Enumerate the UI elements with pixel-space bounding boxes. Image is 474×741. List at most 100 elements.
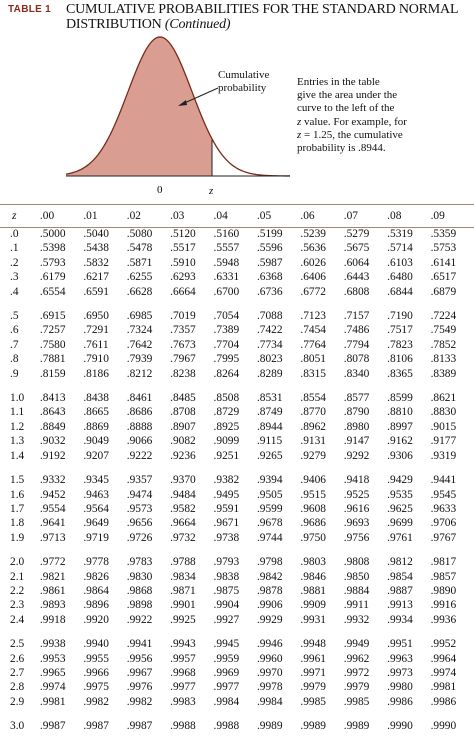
group-spacer [10, 381, 474, 391]
probability-cell: .5948 [213, 256, 240, 269]
description-line-5: z = 1.25, the cumulative [297, 129, 447, 142]
table-row: 2.6 .9953 .9955 .9956 .9957 .9959 .9960 .9961 .9… [10, 652, 474, 666]
probability-cell: .9767 [430, 531, 457, 544]
probability-cell: .9878 [256, 584, 283, 597]
probability-cell: .9964 [430, 652, 457, 665]
probability-cell: .9732 [170, 531, 196, 544]
probability-cell: .9911 [343, 599, 369, 612]
probability-cell: .6368 [256, 271, 283, 284]
probability-cell: .8869 [83, 420, 109, 433]
probability-cell: .9515 [300, 488, 326, 501]
probability-cell: .9699 [387, 517, 413, 530]
table-row: .4 .6554 .6591 .6628 .6664 .6700 .6736 .6772 .68… [10, 285, 474, 299]
probability-cell: .7422 [256, 324, 283, 337]
z-value-cell: .8 [10, 353, 19, 366]
description-line-6: probability is .8944. [297, 142, 386, 155]
probability-cell: .9871 [170, 584, 196, 597]
probability-cell: .5239 [300, 228, 326, 240]
probability-cell: .9793 [213, 556, 240, 569]
probability-cell: .5636 [300, 242, 326, 255]
z-column-header: z [12, 210, 17, 222]
probability-cell: .8485 [170, 392, 196, 405]
probability-cell: .9985 [300, 695, 326, 708]
column-header-0: .00 [39, 210, 55, 222]
probability-cell: .9970 [256, 666, 283, 679]
probability-cell: .6915 [39, 310, 66, 323]
z-value-cell: 2.4 [10, 613, 25, 626]
probability-cell: .5557 [213, 242, 240, 255]
probability-cell: .9975 [83, 681, 109, 694]
probability-cell: .5675 [343, 242, 370, 255]
probability-cell: .8289 [256, 367, 283, 380]
probability-cell: .9726 [126, 531, 153, 544]
probability-cell: .6879 [430, 285, 457, 298]
probability-cell: .9984 [213, 695, 240, 708]
probability-cell: .9977 [170, 681, 196, 694]
probability-cell: .9222 [126, 449, 153, 462]
probability-cell: .8238 [170, 367, 196, 380]
probability-cell: .9429 [387, 474, 413, 487]
probability-cell: .9693 [343, 517, 370, 530]
probability-cell: .9049 [83, 435, 109, 448]
probability-cell: .5040 [83, 228, 109, 240]
probability-cell: .6103 [387, 256, 413, 269]
probability-cell: .9952 [430, 638, 457, 651]
z-value-cell: .6 [10, 324, 19, 337]
z-value-cell: 1.0 [10, 392, 25, 405]
probability-cell: .5160 [213, 228, 240, 240]
probability-cell: .5080 [126, 228, 153, 240]
probability-cell: .9956 [126, 652, 153, 665]
probability-cell: .8133 [430, 353, 457, 366]
probability-cell: .7852 [430, 338, 457, 351]
table-row: 1.4 .9192 .9207 .9222 .9236 .9251 .9265 .9279 .9… [10, 449, 474, 463]
probability-cell: .7967 [170, 353, 196, 366]
probability-cell: .9115 [256, 435, 283, 448]
probability-cell: .5517 [170, 242, 196, 255]
probability-cell: .6293 [170, 271, 196, 284]
probability-cell: .9177 [430, 435, 457, 448]
description-line-5-text: = 1.25, the cumulative [301, 128, 403, 141]
probability-cell: .9977 [213, 681, 240, 694]
table-row: .6 .7257 .7291 .7324 .7357 .7389 .7422 .7454 .74… [10, 323, 474, 337]
probability-cell: .9972 [343, 666, 370, 679]
probability-cell: .8264 [213, 367, 240, 380]
probability-cell: .9909 [300, 599, 326, 612]
table-row: 1.9 .9713 .9719 .9726 .9732 .9738 .9744 .9750 .9… [10, 531, 474, 545]
probability-cell: .9713 [39, 531, 66, 544]
table-row: .1 .5398 .5438 .5478 .5517 .5557 .5596 .5636 .56… [10, 241, 474, 255]
probability-cell: .9382 [213, 474, 240, 487]
probability-cell: .9960 [256, 652, 283, 665]
probability-cell: .7088 [256, 310, 283, 323]
table-row: 2.8 .9974 .9975 .9976 .9977 .9977 .9978 .9979 .9… [10, 680, 474, 694]
probability-cell: .9896 [83, 599, 109, 612]
table-row: 2.0 .9772 .9778 .9783 .9788 .9793 .9798 .9803 .9… [10, 555, 474, 569]
probability-cell: .6736 [256, 285, 283, 298]
probability-cell: .9906 [256, 599, 283, 612]
probability-cell: .9664 [170, 517, 196, 530]
probability-cell: .9973 [387, 666, 413, 679]
probability-cell: .9936 [430, 613, 457, 626]
probability-cell: .6331 [213, 271, 240, 284]
probability-cell: .7734 [256, 338, 283, 351]
table-row: .7 .7580 .7611 .7642 .7673 .7704 .7734 .7764 .77… [10, 338, 474, 352]
probability-cell: .8051 [300, 353, 326, 366]
probability-cell: .9332 [39, 474, 66, 487]
probability-cell: .6772 [300, 285, 326, 298]
probability-cell: .9525 [343, 488, 370, 501]
probability-cell: .9082 [170, 435, 196, 448]
probability-cell: .9990 [387, 720, 413, 733]
group-spacer [10, 299, 474, 309]
spacer-cell [10, 545, 474, 555]
probability-cell: .9756 [343, 531, 370, 544]
table-row: 1.5 .9332 .9345 .9357 .9370 .9382 .9394 .9406 .9… [10, 473, 474, 487]
table-row: .5 .6915 .6950 .6985 .7019 .7054 .7088 .7123 .71… [10, 309, 474, 323]
probability-cell: .8212 [126, 367, 153, 380]
probability-cell: .8577 [343, 392, 370, 405]
z-value-cell: 2.0 [10, 556, 25, 569]
title-continued: (Continued) [164, 17, 231, 32]
z-value-cell: 1.2 [10, 420, 25, 433]
probability-cell: .7910 [83, 353, 109, 366]
probability-cell: .9842 [256, 570, 283, 583]
probability-cell: .9989 [300, 720, 326, 733]
z-value-cell: 1.7 [10, 502, 25, 515]
